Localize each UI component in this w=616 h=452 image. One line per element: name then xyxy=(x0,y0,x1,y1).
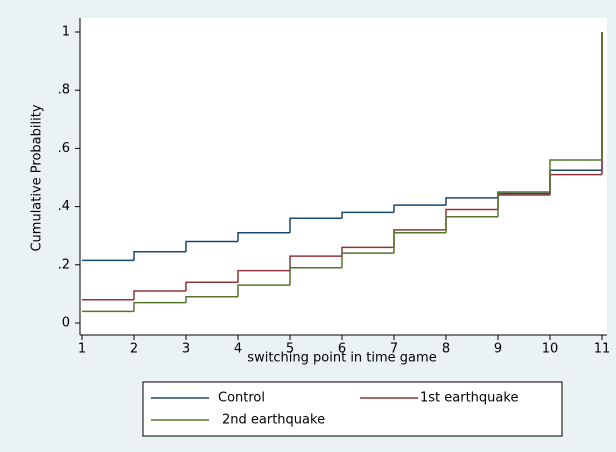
x-tick-label: 2 xyxy=(130,342,138,357)
step-segment xyxy=(393,204,446,213)
step-segment xyxy=(549,159,602,193)
plot-area xyxy=(80,18,607,335)
x-tick-label: 6 xyxy=(338,342,346,357)
step-segment xyxy=(289,255,342,271)
step-segment xyxy=(445,197,498,206)
x-tick-label: 1 xyxy=(78,342,86,357)
legend-label: 2nd earthquake xyxy=(222,413,325,428)
y-axis-title: Cumulative Probability xyxy=(30,104,45,251)
legend-label: 1st earthquake xyxy=(420,391,518,406)
step-segment xyxy=(133,301,186,312)
step-segment xyxy=(185,281,238,291)
step-segment xyxy=(289,266,342,286)
step-segment xyxy=(497,191,550,217)
step-segment xyxy=(133,290,186,300)
step-segment xyxy=(445,216,498,233)
y-tick-label: .6 xyxy=(58,141,70,156)
step-segment xyxy=(237,232,290,242)
step-segment xyxy=(393,232,446,254)
x-tick-label: 5 xyxy=(286,342,294,357)
step-segment xyxy=(237,269,290,283)
x-tick-label: 8 xyxy=(442,342,450,357)
x-axis-title: switching point in time game xyxy=(247,351,436,366)
step-segment xyxy=(289,217,342,233)
step-segment xyxy=(133,250,186,261)
x-tick-label: 9 xyxy=(494,342,502,357)
x-tick-label: 7 xyxy=(390,342,398,357)
step-segment xyxy=(341,211,394,219)
y-tick-label: .8 xyxy=(58,83,70,98)
y-tick-label: 1 xyxy=(62,25,70,40)
step-segment xyxy=(185,240,238,252)
x-tick-label: 10 xyxy=(542,342,559,357)
x-tick-label: 4 xyxy=(234,342,242,357)
x-tick-label: 11 xyxy=(594,342,611,357)
y-tick-label: .4 xyxy=(58,199,70,214)
x-tick-label: 3 xyxy=(182,342,190,357)
legend xyxy=(142,381,563,437)
legend-label: Control xyxy=(218,391,265,406)
y-tick-label: .2 xyxy=(58,257,70,272)
step-segment xyxy=(185,296,238,303)
y-tick-label: 0 xyxy=(62,316,70,331)
step-segment xyxy=(237,284,290,297)
step-segment xyxy=(341,252,394,268)
